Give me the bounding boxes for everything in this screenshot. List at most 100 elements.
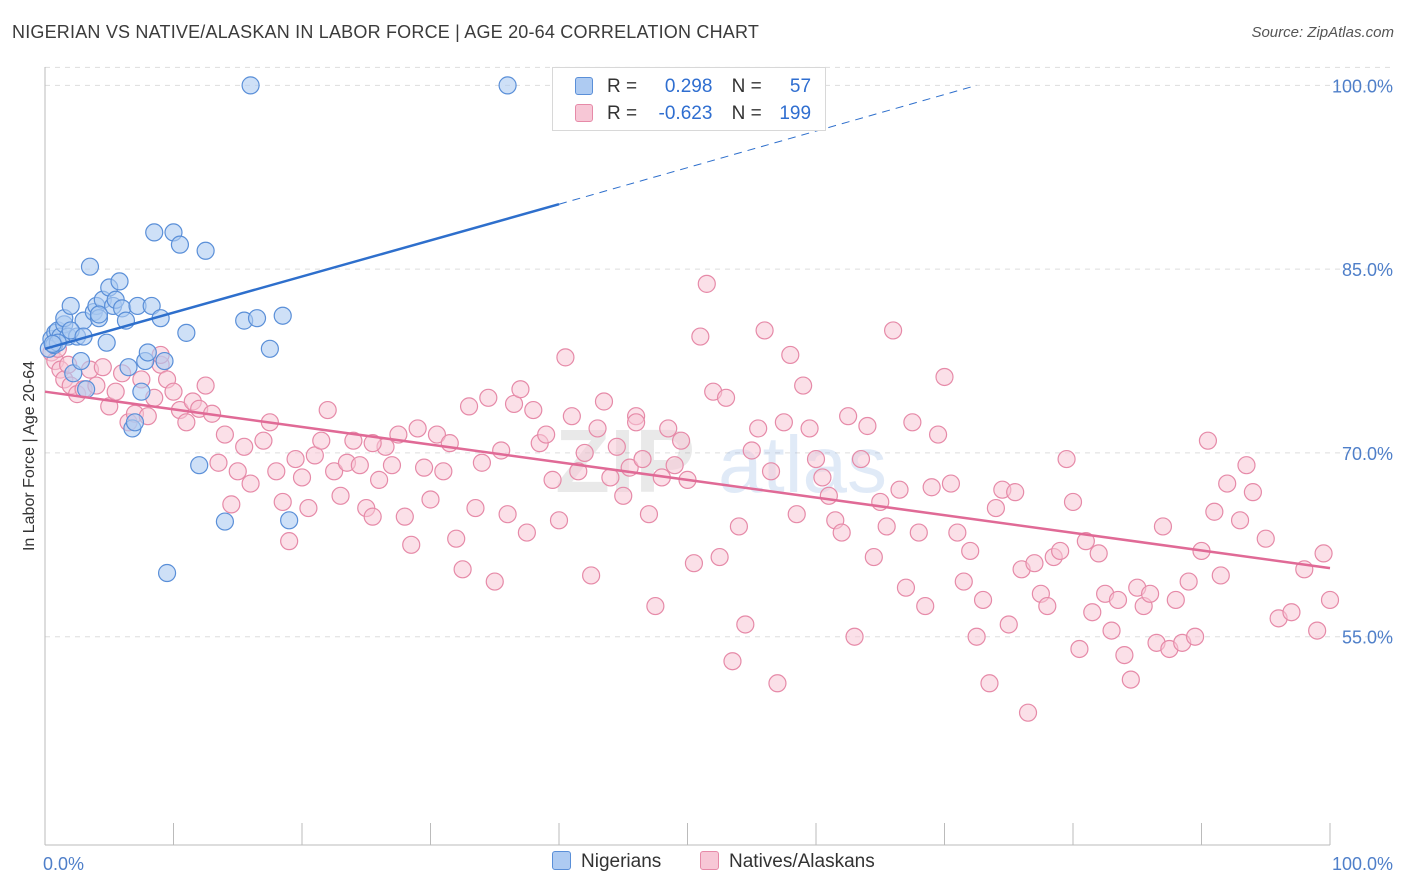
native-point — [896, 578, 916, 597]
native-point — [659, 419, 678, 438]
native-point — [774, 413, 793, 432]
native-point — [941, 474, 961, 493]
native-point — [537, 425, 556, 444]
nigerian-trend-extension — [558, 84, 977, 205]
native-point — [794, 376, 813, 395]
native-point — [318, 400, 337, 420]
native-point — [601, 468, 620, 487]
native-point — [1018, 703, 1038, 722]
native-point — [344, 431, 363, 450]
native-point — [877, 517, 896, 536]
native-point — [254, 431, 273, 450]
stats-legend: R = 0.298 N = 57 R = -0.623 N = 199 — [552, 67, 826, 131]
nigerian-point — [89, 305, 109, 324]
native-point — [292, 468, 312, 487]
y-tick-label: 70.0% — [1342, 444, 1393, 464]
nigerian-point — [241, 76, 260, 95]
nigerian-point — [142, 296, 161, 316]
native-point — [1205, 502, 1224, 521]
native-point — [1076, 532, 1095, 551]
x-tick-label: 0.0% — [43, 854, 84, 874]
nigerian-trend-line — [44, 203, 560, 350]
native-point — [1230, 511, 1250, 530]
native-point — [903, 413, 922, 432]
native-point — [710, 547, 729, 567]
nigerian-point — [61, 296, 80, 316]
native-point — [434, 462, 453, 481]
nigerian-point — [273, 306, 292, 325]
native-swatch — [575, 104, 593, 122]
native-point — [1153, 517, 1173, 536]
native-point — [235, 437, 254, 456]
native-point — [350, 456, 369, 475]
native-point — [582, 566, 601, 585]
legend-row-nigerian: R = 0.298 N = 57 — [575, 76, 811, 98]
nigerian-point — [132, 382, 151, 401]
native-point — [164, 382, 183, 401]
axis-labels: 55.0% 70.0% 85.0% 100.0% 0.0% 100.0% In Labor … — [21, 76, 1393, 874]
native-point — [909, 523, 928, 542]
native-point — [883, 321, 903, 340]
native-point — [556, 348, 575, 367]
native-point — [749, 419, 768, 438]
native-point — [588, 419, 607, 438]
native-point — [1166, 590, 1185, 610]
native-point — [492, 441, 511, 460]
native-point — [222, 495, 241, 514]
native-point — [723, 652, 742, 671]
n-label: N = — [731, 76, 762, 97]
native-point — [626, 413, 646, 432]
native-point — [999, 615, 1018, 634]
native-point — [215, 425, 234, 444]
native-point — [569, 462, 588, 481]
y-tick-label: 55.0% — [1342, 628, 1393, 648]
native-point — [196, 376, 215, 395]
native-point — [800, 419, 819, 438]
nigerian-point — [157, 563, 177, 583]
native-point — [1038, 596, 1057, 616]
native-point — [370, 470, 389, 489]
native-point — [106, 382, 125, 401]
nigerian-point — [145, 223, 164, 242]
native-point — [395, 507, 414, 526]
r-label: R = — [607, 76, 638, 97]
native-point — [935, 367, 954, 387]
native-point — [543, 470, 562, 489]
native-point — [781, 345, 800, 365]
native-point — [517, 523, 536, 542]
native-point — [466, 498, 485, 518]
native-point — [1237, 456, 1256, 475]
native-point — [299, 498, 318, 518]
native-point — [414, 458, 434, 477]
native-point — [665, 456, 684, 475]
axes — [44, 67, 1331, 846]
native-point — [228, 462, 247, 481]
native-point — [1102, 621, 1121, 640]
native-point — [916, 596, 935, 616]
native-point — [286, 449, 305, 469]
nigerian-point — [177, 323, 196, 342]
native-point — [1025, 554, 1044, 573]
nigerian-point — [138, 343, 157, 362]
native-point — [742, 441, 761, 460]
native-point — [864, 547, 883, 567]
nigerian-point — [110, 272, 129, 291]
native-point — [408, 419, 427, 438]
nigerian-point — [498, 76, 517, 95]
native-point — [961, 541, 980, 561]
native-point — [575, 443, 594, 463]
nigerian-point — [155, 351, 174, 371]
nigerian-point — [77, 380, 96, 399]
native-point — [177, 413, 196, 432]
native-point — [890, 480, 909, 499]
native-point — [1108, 590, 1128, 610]
native-point — [806, 449, 826, 469]
native-point — [594, 392, 614, 411]
native-point — [633, 449, 652, 469]
native-point — [1211, 566, 1230, 585]
native-point — [1243, 483, 1263, 502]
nigerian-point — [80, 257, 100, 276]
native-point — [980, 674, 999, 693]
native-point — [607, 437, 626, 456]
